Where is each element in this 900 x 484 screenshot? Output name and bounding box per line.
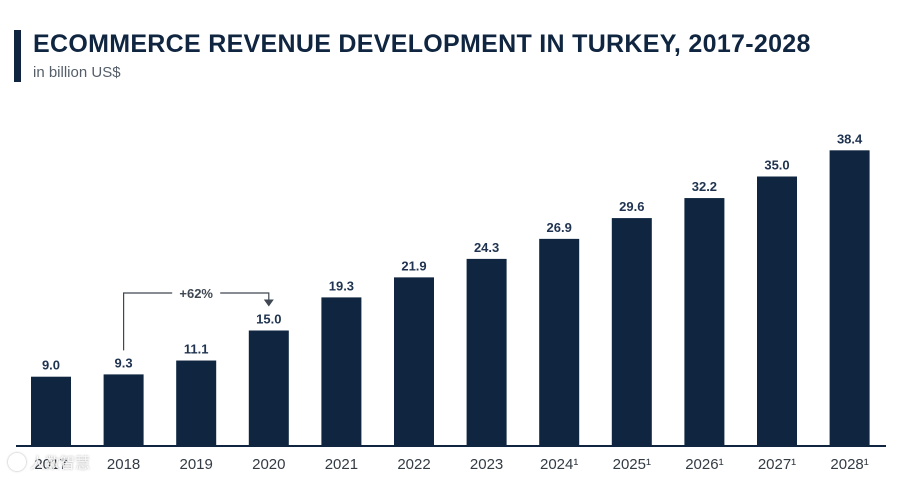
watermark: 人数智慧 [8,452,90,473]
watermark-text: 人数智慧 [30,455,91,472]
watermark-logo-icon [8,453,26,471]
x-tick-label: 2019 [180,456,213,473]
bar-value-label: 26.9 [547,220,572,235]
x-tick-label: 2021 [325,456,358,473]
bar-value-label: 21.9 [401,258,426,273]
x-tick-label: 2026¹ [685,456,723,473]
bar [684,198,725,446]
chart-title: ECOMMERCE REVENUE DEVELOPMENT IN TURKEY,… [33,30,811,58]
bar-value-label: 11.1 [184,342,209,357]
bar-value-label: 24.3 [474,240,499,255]
bar-value-label: 38.4 [837,131,863,146]
bar-value-label: 9.0 [42,358,60,373]
bar-value-label: 32.2 [692,179,717,194]
bar [466,258,507,446]
bar-value-label: 15.0 [256,312,281,327]
bar [539,238,580,446]
chart-subtitle: in billion US$ [33,64,121,81]
x-tick-label: 2020 [252,456,285,473]
x-tick-label: 2017 [34,456,67,473]
annotation-arrow-icon [263,299,274,307]
bar-value-label: 19.3 [329,278,354,293]
bar [394,277,434,446]
bar [321,297,362,446]
x-tick-label: 2023 [470,456,503,473]
annotation-bracket-left [123,292,173,351]
bar-value-label: 9.3 [115,355,133,370]
title-accent-bar [14,30,21,82]
bar [829,150,870,446]
bar [176,360,217,446]
x-tick-label: 2025¹ [613,456,651,473]
x-tick-label: 2027¹ [758,456,796,473]
bar [611,218,652,446]
x-tick-label: 2024¹ [540,456,578,473]
bar-value-label: 29.6 [619,199,644,214]
bar [248,330,289,446]
x-tick-label: 2022 [397,456,430,473]
bar [757,176,797,446]
bar-value-label: 35.0 [764,158,789,173]
annotation-bracket-right [220,292,270,301]
bar [103,374,144,446]
x-tick-label: 2028¹ [830,456,868,473]
annotation-label: +62% [179,286,213,301]
x-tick-label: 2018 [107,456,140,473]
bar [31,376,71,446]
